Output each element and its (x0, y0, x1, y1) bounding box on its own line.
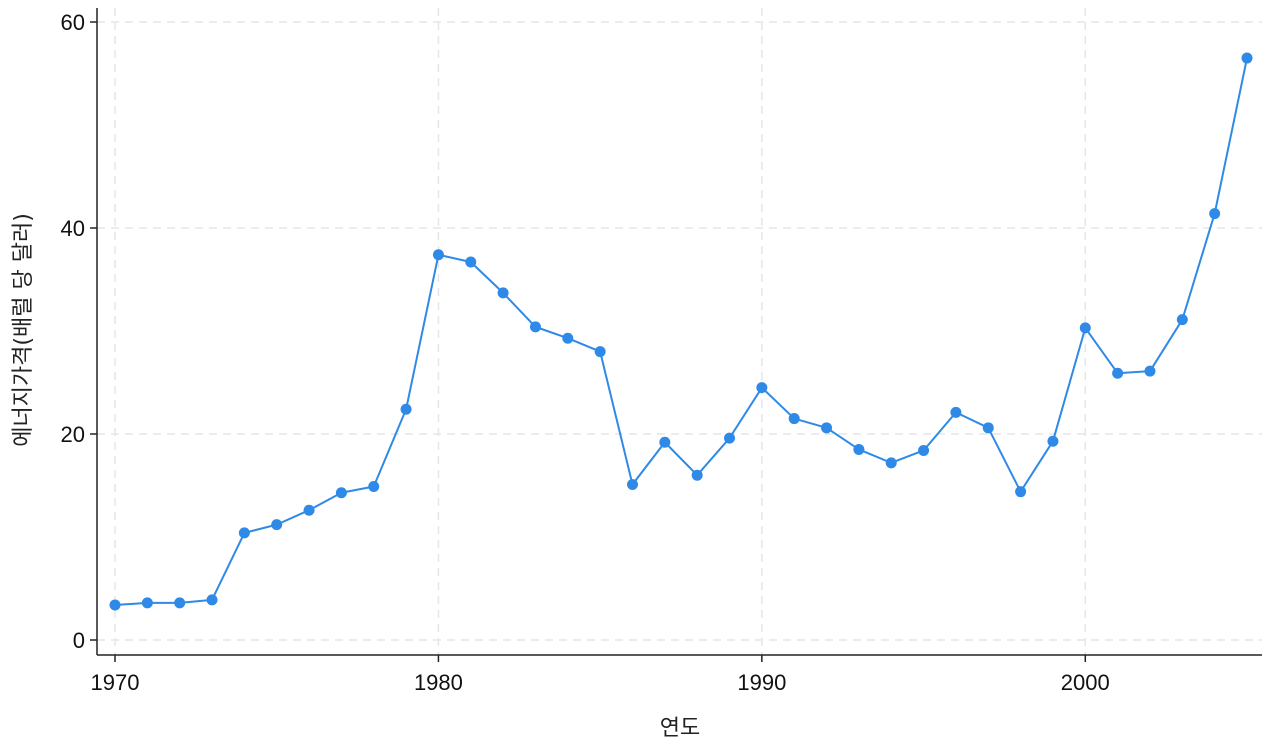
data-point (1015, 486, 1027, 498)
data-point (1241, 52, 1253, 64)
series-group (109, 52, 1253, 611)
x-tick-label: 1970 (91, 670, 140, 695)
data-point (529, 321, 541, 333)
data-point (238, 527, 250, 539)
data-point (465, 256, 477, 268)
data-point (1079, 322, 1091, 334)
y-tick-label: 20 (61, 422, 85, 447)
x-tick-label: 2000 (1061, 670, 1110, 695)
data-point (659, 436, 671, 448)
data-point (724, 432, 736, 444)
grid (97, 8, 1262, 655)
data-point (821, 422, 833, 434)
y-tick-label: 40 (61, 216, 85, 241)
y-tick-label: 0 (73, 628, 85, 653)
data-point (174, 597, 186, 609)
data-point (626, 478, 638, 490)
y-axis-title: 에너지가격(배럴 당 달러) (11, 213, 36, 447)
data-point (141, 597, 153, 609)
data-point (400, 403, 412, 415)
series-line (114, 57, 1248, 606)
data-point (335, 487, 347, 499)
data-point (788, 413, 800, 425)
data-point (562, 332, 574, 344)
data-point (1144, 365, 1156, 377)
data-point (1209, 208, 1221, 220)
x-axis-title: 연도 (660, 716, 700, 741)
data-point (982, 422, 994, 434)
data-point (1176, 314, 1188, 326)
data-point (691, 469, 703, 481)
axis-ticks: 0 20 40 60 1970 1980 1990 2000 (61, 10, 1110, 695)
data-point (497, 287, 509, 299)
data-point (1047, 435, 1059, 447)
data-point (432, 249, 444, 261)
y-tick-label: 60 (61, 10, 85, 35)
data-point (853, 443, 865, 455)
data-point (271, 519, 283, 531)
data-point (594, 346, 606, 358)
data-point (206, 594, 218, 606)
data-point (303, 504, 315, 516)
data-point (885, 457, 897, 469)
data-point (756, 382, 768, 394)
data-point (109, 599, 121, 611)
data-point (1112, 367, 1124, 379)
data-point (950, 406, 962, 418)
data-point (368, 481, 380, 493)
data-point (918, 444, 930, 456)
x-tick-label: 1990 (737, 670, 786, 695)
x-tick-label: 1980 (414, 670, 463, 695)
